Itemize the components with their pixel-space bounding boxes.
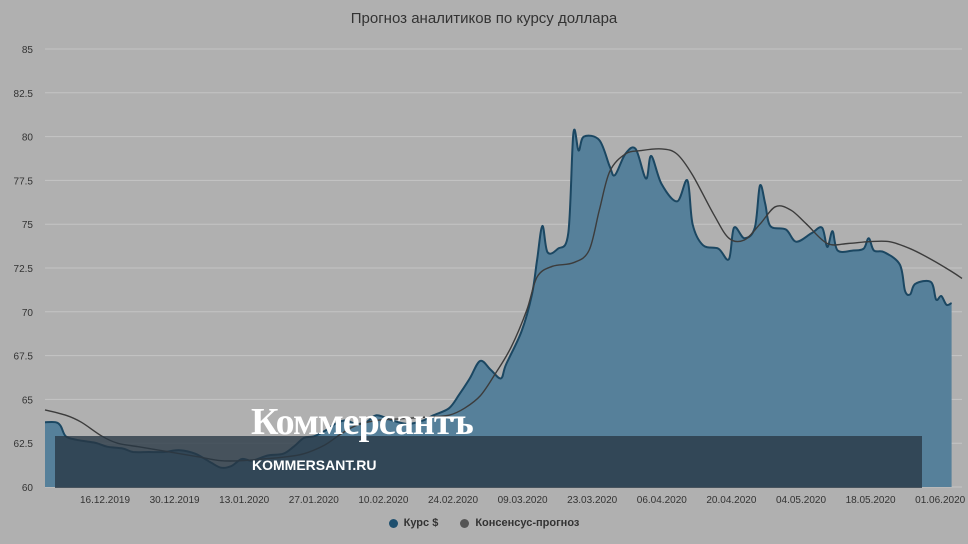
legend-label-consensus: Консенсус-прогноз xyxy=(475,517,580,529)
x-axis: 16.12.2019 30.12.2019 13.01.2020 27.01.2020… xyxy=(80,495,966,506)
x-tick-label: 06.04.2020 xyxy=(637,495,687,506)
y-tick-label: 82.5 xyxy=(14,89,34,100)
y-tick-label: 60 xyxy=(22,483,34,494)
watermark-band xyxy=(55,436,922,488)
legend-item-rate[interactable]: Курс $ xyxy=(388,517,439,529)
legend-item-consensus[interactable]: Консенсус-прогноз xyxy=(460,517,579,529)
legend-marker-rate xyxy=(388,518,398,528)
chart-title: Прогноз аналитиков по курсу доллара xyxy=(350,10,618,27)
legend-label-rate: Курс $ xyxy=(403,517,439,529)
y-tick-label: 85 xyxy=(22,45,34,56)
x-tick-label: 10.02.2020 xyxy=(358,495,408,506)
y-tick-label: 75 xyxy=(22,220,34,231)
x-tick-label: 20.04.2020 xyxy=(706,495,756,506)
x-tick-label: 23.03.2020 xyxy=(567,495,617,506)
legend: Курс $ Консенсус-прогноз xyxy=(0,517,968,529)
y-tick-label: 77.5 xyxy=(14,176,34,187)
x-tick-label: 18.05.2020 xyxy=(846,495,896,506)
y-tick-label: 62.5 xyxy=(14,439,34,450)
x-tick-label: 16.12.2019 xyxy=(80,495,130,506)
watermark-logo: Коммерсантъ xyxy=(251,401,474,443)
series-area-layer xyxy=(45,129,952,487)
x-tick-label: 27.01.2020 xyxy=(289,495,339,506)
y-tick-label: 80 xyxy=(22,133,34,144)
x-tick-label: 24.02.2020 xyxy=(428,495,478,506)
y-tick-label: 72.5 xyxy=(14,264,34,275)
x-tick-label: 13.01.2020 xyxy=(219,495,269,506)
y-tick-label: 70 xyxy=(22,308,34,319)
x-tick-label: 09.03.2020 xyxy=(498,495,548,506)
y-tick-label: 65 xyxy=(22,395,34,406)
y-tick-label: 67.5 xyxy=(14,352,34,363)
legend-marker-consensus xyxy=(460,518,470,528)
x-tick-label: 30.12.2019 xyxy=(150,495,200,506)
x-tick-label: 04.05.2020 xyxy=(776,495,826,506)
watermark-url: KOMMERSANT.RU xyxy=(252,457,377,473)
x-tick-label: 01.06.2020 xyxy=(915,495,965,506)
series-area-rate xyxy=(45,129,952,487)
y-axis: 60 62.5 65 67.5 70 72.5 75 77.5 80 82.5 85 xyxy=(14,45,34,494)
